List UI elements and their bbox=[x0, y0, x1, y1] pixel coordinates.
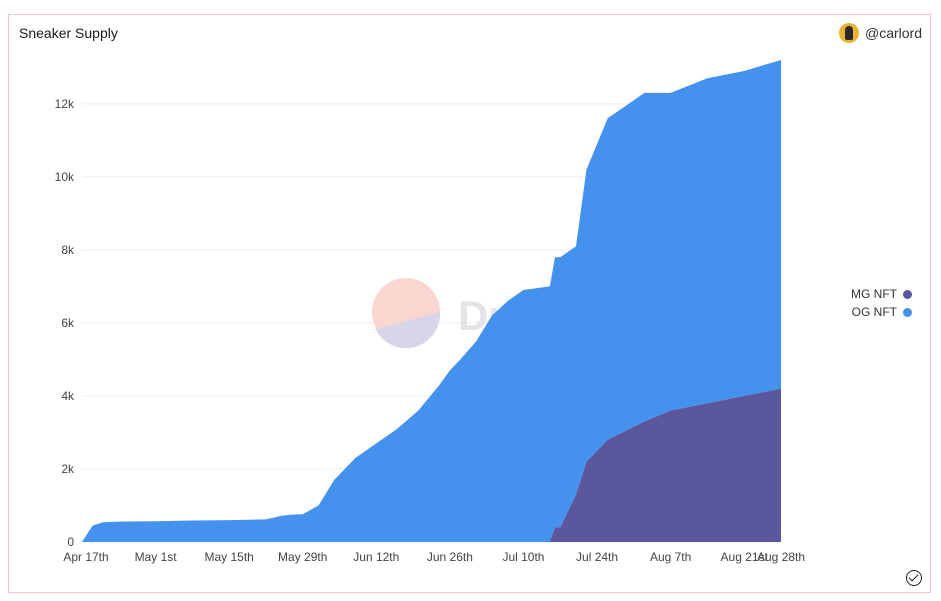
x-tick-label: Jul 10th bbox=[502, 550, 544, 564]
x-tick-label: May 15th bbox=[204, 550, 253, 564]
legend-label-mg-nft: MG NFT bbox=[851, 287, 897, 301]
y-tick-label: 0 bbox=[67, 535, 74, 549]
chart-legend: MG NFT OG NFT bbox=[851, 287, 912, 323]
legend-dot-mg-nft-icon bbox=[903, 289, 912, 299]
legend-item-mg-nft[interactable]: MG NFT bbox=[851, 287, 912, 301]
check-circle-icon[interactable] bbox=[906, 570, 922, 586]
x-tick-label: May 29th bbox=[278, 550, 327, 564]
x-tick-label: Jul 24th bbox=[576, 550, 618, 564]
x-tick-label: Aug 28th bbox=[757, 550, 805, 564]
watermark-wedge-icon bbox=[372, 312, 441, 349]
x-tick-label: Jun 26th bbox=[427, 550, 473, 564]
y-axis-ticks: 0 2k 4k 6k 8k 10k 12k bbox=[55, 97, 75, 549]
y-tick-label: 6k bbox=[61, 316, 75, 330]
area-og-nft[interactable] bbox=[82, 60, 781, 542]
y-tick-label: 4k bbox=[61, 389, 75, 403]
area-mg-nft[interactable] bbox=[82, 388, 781, 542]
avatar-icon bbox=[838, 23, 859, 43]
x-tick-label: Jun 12th bbox=[353, 550, 399, 564]
legend-item-og-nft[interactable]: OG NFT bbox=[851, 305, 912, 319]
y-tick-label: 2k bbox=[61, 462, 75, 476]
y-tick-label: 8k bbox=[61, 243, 75, 257]
x-axis-ticks: Apr 17th May 1st May 15th May 29th Jun 12th J… bbox=[63, 550, 805, 564]
x-tick-label: Aug 21st bbox=[721, 550, 769, 564]
legend-dot-og-nft-icon bbox=[903, 307, 912, 317]
author-badge[interactable]: @carlord bbox=[838, 23, 922, 43]
legend-label-og-nft: OG NFT bbox=[851, 305, 897, 319]
y-tick-label: 12k bbox=[55, 97, 75, 111]
chart-title: Sneaker Supply bbox=[19, 25, 118, 41]
x-tick-label: Aug 7th bbox=[650, 550, 691, 564]
x-tick-label: Apr 17th bbox=[63, 550, 108, 564]
y-tick-label: 10k bbox=[55, 170, 75, 184]
x-tick-label: May 1st bbox=[135, 550, 178, 564]
author-name[interactable]: @carlord bbox=[864, 25, 922, 41]
area-series bbox=[82, 60, 781, 542]
